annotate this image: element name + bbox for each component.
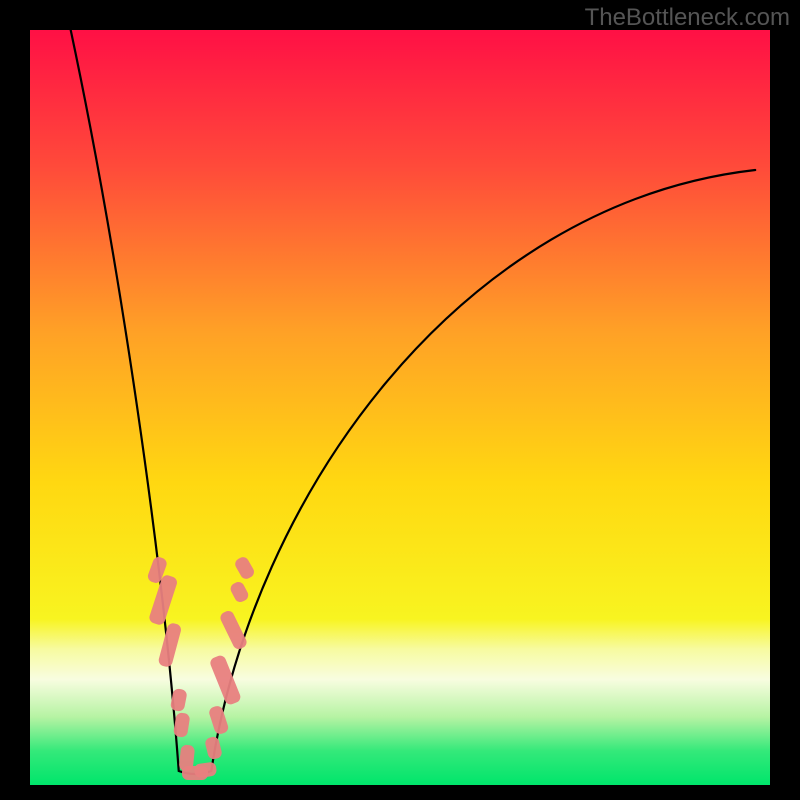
chart-stage: TheBottleneck.com (0, 0, 800, 800)
plot-background (30, 30, 770, 785)
bottleneck-chart (0, 0, 800, 800)
